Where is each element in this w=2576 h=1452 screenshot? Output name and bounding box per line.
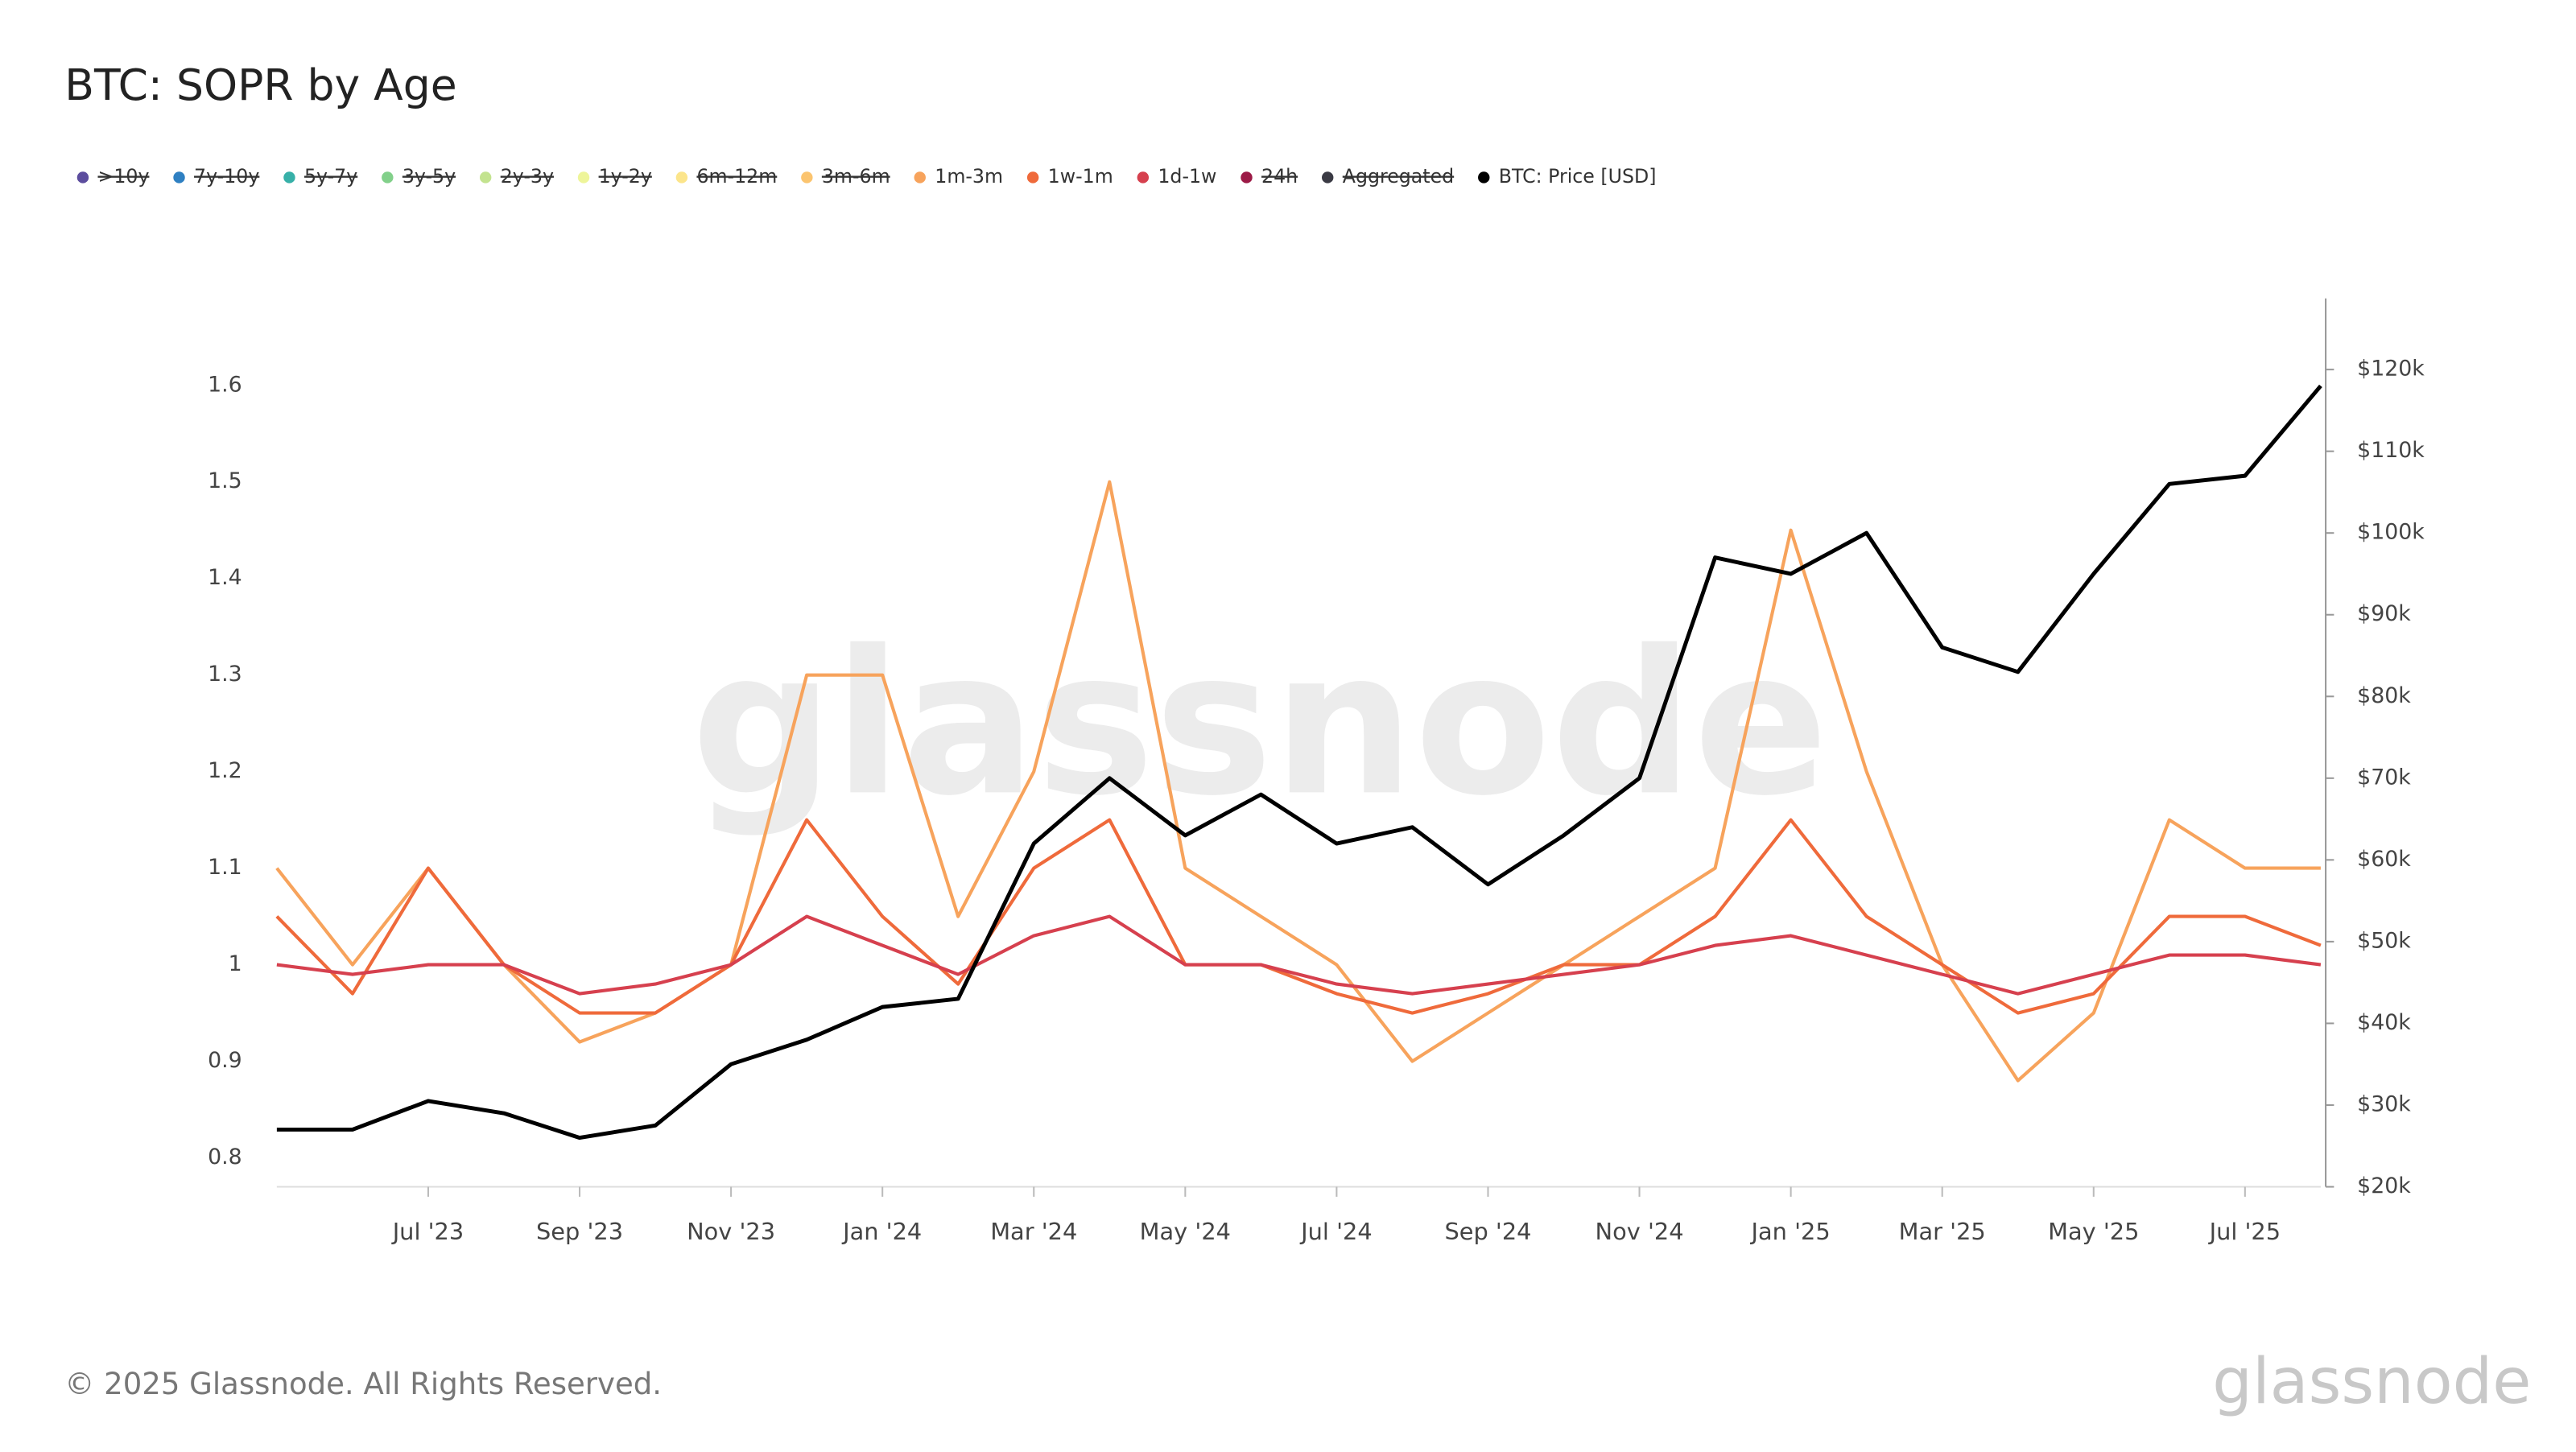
y2-tick-label: $100k bbox=[2357, 520, 2425, 545]
x-tick-label: Sep '24 bbox=[1444, 1218, 1531, 1245]
legend-item[interactable]: 24h bbox=[1241, 165, 1298, 188]
legend-item[interactable]: BTC: Price [USD] bbox=[1478, 165, 1656, 188]
x-tick-label: Jan '25 bbox=[1750, 1218, 1831, 1245]
series-line bbox=[275, 818, 2322, 1015]
legend-label: BTC: Price [USD] bbox=[1499, 165, 1657, 188]
legend-label: 1m-3m bbox=[935, 165, 1003, 188]
y2-tick-label: $50k bbox=[2357, 928, 2411, 953]
legend-label: 3m-6m bbox=[822, 165, 890, 188]
x-tick-label: Mar '24 bbox=[990, 1218, 1077, 1245]
x-tick-label: Nov '24 bbox=[1596, 1218, 1684, 1245]
legend-swatch bbox=[1322, 171, 1334, 184]
legend-swatch bbox=[577, 171, 590, 184]
y-tick-label: 1.3 bbox=[208, 662, 242, 687]
legend-item[interactable]: 7y-10y bbox=[173, 165, 259, 188]
y2-tick-label: $120k bbox=[2357, 357, 2425, 382]
y2-tick-label: $80k bbox=[2357, 683, 2411, 708]
legend-swatch bbox=[1137, 171, 1150, 184]
x-tick-label: Nov '23 bbox=[687, 1218, 775, 1245]
y2-tick-label: $60k bbox=[2357, 847, 2411, 872]
legend: >10y 7y-10y 5y-7y 3y-5y 2y-3y 1y-2y 6m-12m 3m-6… bbox=[76, 165, 1656, 188]
legend-item[interactable]: 3y-5y bbox=[382, 165, 456, 188]
y2-tick-label: $70k bbox=[2357, 765, 2411, 790]
series-line bbox=[276, 914, 2322, 996]
legend-item[interactable]: 1m-3m bbox=[914, 165, 1004, 188]
legend-label: 24h bbox=[1261, 165, 1298, 188]
legend-swatch bbox=[283, 171, 295, 184]
watermark: glassnode bbox=[691, 608, 1829, 839]
legend-label: 1w-1m bbox=[1048, 165, 1113, 188]
legend-label: >10y bbox=[97, 165, 149, 188]
legend-swatch bbox=[76, 171, 89, 184]
legend-item[interactable]: 1d-1w bbox=[1137, 165, 1217, 188]
legend-item[interactable]: 3m-6m bbox=[801, 165, 890, 188]
x-tick-label: Jul '25 bbox=[2208, 1218, 2281, 1245]
y-tick-label: 0.8 bbox=[208, 1145, 242, 1169]
footer-logo: glassnode bbox=[2212, 1345, 2531, 1418]
y2-tick-label: $90k bbox=[2357, 601, 2411, 626]
legend-item[interactable]: 6m-12m bbox=[675, 165, 778, 188]
x-tick-label: May '24 bbox=[1140, 1218, 1231, 1245]
x-tick-label: May '25 bbox=[2048, 1218, 2139, 1245]
legend-swatch bbox=[914, 171, 926, 184]
y2-tick-label: $20k bbox=[2357, 1174, 2411, 1198]
plot-area: 0.8 0.9 1 1.1 1.2 1.3 1.4 1.5 1.6 $20k $30k $40k $50… bbox=[208, 298, 2425, 1245]
legend-item[interactable]: 1w-1m bbox=[1026, 165, 1113, 188]
x-tick-label: Mar '25 bbox=[1899, 1218, 1986, 1245]
y-tick-label: 1 bbox=[229, 951, 242, 976]
legend-label: Aggregated bbox=[1343, 165, 1454, 188]
x-tick-label: Jul '23 bbox=[391, 1218, 464, 1245]
y2-tick-label: $110k bbox=[2357, 438, 2425, 463]
legend-swatch bbox=[801, 171, 813, 184]
legend-label: 2y-3y bbox=[501, 165, 554, 188]
legend-swatch bbox=[382, 171, 394, 184]
legend-label: 1d-1w bbox=[1158, 165, 1216, 188]
legend-label: 3y-5y bbox=[402, 165, 456, 188]
legend-item[interactable]: 1y-2y bbox=[577, 165, 652, 188]
legend-label: 7y-10y bbox=[194, 165, 259, 188]
legend-label: 5y-7y bbox=[304, 165, 357, 188]
legend-item[interactable]: 2y-3y bbox=[479, 165, 554, 188]
x-tick-label: Sep '23 bbox=[536, 1218, 623, 1245]
y-tick-label: 1.5 bbox=[208, 468, 242, 493]
legend-item[interactable]: 5y-7y bbox=[283, 165, 357, 188]
x-tick-label: Jul '24 bbox=[1299, 1218, 1373, 1245]
y-tick-label: 1.2 bbox=[208, 758, 242, 783]
y-tick-label: 1.6 bbox=[208, 372, 242, 397]
legend-swatch bbox=[675, 171, 688, 184]
x-tick-label: Jan '24 bbox=[841, 1218, 922, 1245]
y2-tick-label: $30k bbox=[2357, 1091, 2411, 1116]
legend-item[interactable]: >10y bbox=[76, 165, 150, 188]
chart-title: BTC: SOPR by Age bbox=[64, 60, 456, 110]
legend-swatch bbox=[479, 171, 492, 184]
y2-tick-label: $40k bbox=[2357, 1010, 2411, 1035]
legend-label: 6m-12m bbox=[696, 165, 777, 188]
footer: © 2025 Glassnode. All Rights Reserved. bbox=[64, 1367, 662, 1401]
legend-swatch bbox=[1026, 171, 1039, 184]
legend-swatch bbox=[1241, 171, 1253, 184]
y-tick-label: 1.4 bbox=[208, 565, 242, 590]
y-tick-label: 0.9 bbox=[208, 1048, 242, 1073]
series-line bbox=[276, 384, 2322, 1141]
legend-label: 1y-2y bbox=[599, 165, 652, 188]
legend-swatch bbox=[1478, 171, 1490, 184]
legend-swatch bbox=[173, 171, 185, 184]
y-tick-label: 1.1 bbox=[208, 855, 242, 880]
series-line bbox=[275, 480, 2321, 1083]
legend-item[interactable]: Aggregated bbox=[1322, 165, 1454, 188]
